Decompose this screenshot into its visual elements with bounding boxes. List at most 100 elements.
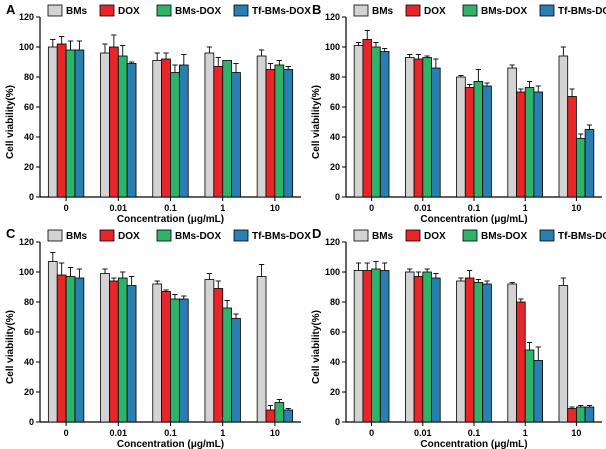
y-tick-label: 100	[325, 42, 340, 52]
x-tick-label: 0.01	[414, 203, 432, 213]
bar	[274, 64, 285, 198]
legend-label: BMs-DOX	[481, 6, 527, 17]
x-tick-label: 0.1	[468, 428, 481, 438]
y-tick-label: 60	[24, 327, 34, 337]
bar	[353, 270, 364, 423]
bar	[161, 58, 171, 198]
legend-label: Tf-BMs-DOX	[252, 6, 311, 17]
bar	[56, 43, 67, 198]
y-tick-label: 0	[335, 192, 340, 202]
bar	[178, 64, 189, 198]
y-tick-label: 120	[325, 12, 340, 22]
legend-swatch	[233, 229, 249, 242]
y-tick-label: 120	[19, 237, 34, 247]
x-axis-title: Concentration (μg/mL)	[117, 439, 224, 449]
bar	[222, 60, 232, 198]
bar	[379, 270, 390, 423]
bar	[584, 406, 595, 423]
y-axis-title: Cell viability(%)	[311, 310, 322, 384]
bar	[371, 46, 381, 198]
x-tick-label: 1	[220, 428, 225, 438]
x-tick-label: 1	[523, 203, 528, 213]
x-tick-label: 0	[64, 203, 69, 213]
legend-label: DOX	[118, 6, 140, 17]
x-tick-label: 0.1	[164, 203, 177, 213]
bar	[231, 318, 241, 423]
bar	[422, 271, 432, 423]
y-tick-label: 0	[29, 417, 34, 427]
y-tick-label: 60	[330, 102, 340, 112]
bar	[213, 66, 224, 198]
bar	[371, 268, 381, 423]
legend-label: DOX	[424, 6, 446, 17]
x-tick-label: 1	[523, 428, 528, 438]
y-tick-label: 100	[19, 267, 34, 277]
y-tick-label: 40	[330, 357, 340, 367]
bar	[74, 277, 85, 423]
panel-label: D	[312, 226, 321, 241]
legend-label: Tf-BMs-DOX	[558, 6, 606, 17]
legend-label: BMs	[66, 231, 88, 242]
bar	[404, 271, 415, 423]
y-tick-label: 20	[330, 387, 340, 397]
legend-label: DOX	[118, 231, 140, 242]
y-tick-label: 100	[325, 267, 340, 277]
legend-label: DOX	[424, 231, 446, 242]
bar	[516, 301, 526, 423]
x-tick-label: 0.01	[110, 203, 128, 213]
x-tick-label: 0.1	[468, 203, 481, 213]
legend-label: BMs	[66, 6, 88, 17]
legend-swatch	[99, 229, 115, 242]
y-tick-label: 60	[24, 102, 34, 112]
bar	[170, 72, 180, 198]
y-tick-label: 40	[24, 357, 34, 367]
x-tick-label: 10	[571, 428, 581, 438]
y-tick-label: 80	[24, 297, 34, 307]
bar	[473, 282, 484, 423]
bar	[456, 280, 466, 423]
y-axis-title: Cell viability(%)	[5, 310, 16, 384]
bar	[516, 91, 526, 198]
legend-swatch	[233, 4, 249, 17]
x-tick-label: 10	[270, 203, 280, 213]
x-tick-label: 10	[571, 203, 581, 213]
bar	[161, 291, 171, 423]
x-tick-label: 1	[220, 203, 225, 213]
bar	[126, 63, 137, 198]
y-tick-label: 80	[330, 297, 340, 307]
legend-label: BMs	[372, 231, 394, 242]
bar	[152, 60, 163, 198]
bar	[109, 280, 119, 423]
bar	[431, 277, 441, 423]
y-axis-title: Cell viability(%)	[5, 85, 16, 159]
bar	[283, 409, 294, 423]
bar	[507, 283, 517, 423]
bar	[464, 277, 475, 423]
x-axis-title: Concentration (μg/mL)	[420, 214, 527, 225]
bar	[464, 87, 475, 198]
bar	[100, 52, 110, 198]
y-tick-label: 20	[330, 162, 340, 172]
panel-c: C 0 20 40 60 80 100 120 Cell viability(%) 0 0.01 0.…	[5, 226, 311, 449]
bar	[65, 276, 76, 423]
x-axis-title: Concentration (μg/mL)	[420, 439, 527, 449]
bar	[422, 57, 432, 198]
legend-label: BMs-DOX	[175, 6, 221, 17]
bar	[65, 49, 76, 198]
bar	[353, 45, 364, 198]
bar	[524, 87, 535, 198]
bar	[413, 276, 424, 423]
bar	[256, 276, 267, 423]
bar	[567, 96, 577, 198]
y-tick-label: 120	[19, 12, 34, 22]
x-tick-label: 0.1	[164, 428, 177, 438]
bar	[456, 76, 466, 198]
x-tick-label: 0.01	[414, 428, 432, 438]
bar	[56, 274, 67, 423]
bar	[117, 277, 128, 423]
bar	[100, 273, 110, 423]
y-tick-label: 40	[24, 132, 34, 142]
bar	[117, 55, 128, 198]
bar	[584, 129, 595, 198]
legend: BMs DOX BMs-DOX Tf-BMs-DOX	[353, 4, 606, 17]
